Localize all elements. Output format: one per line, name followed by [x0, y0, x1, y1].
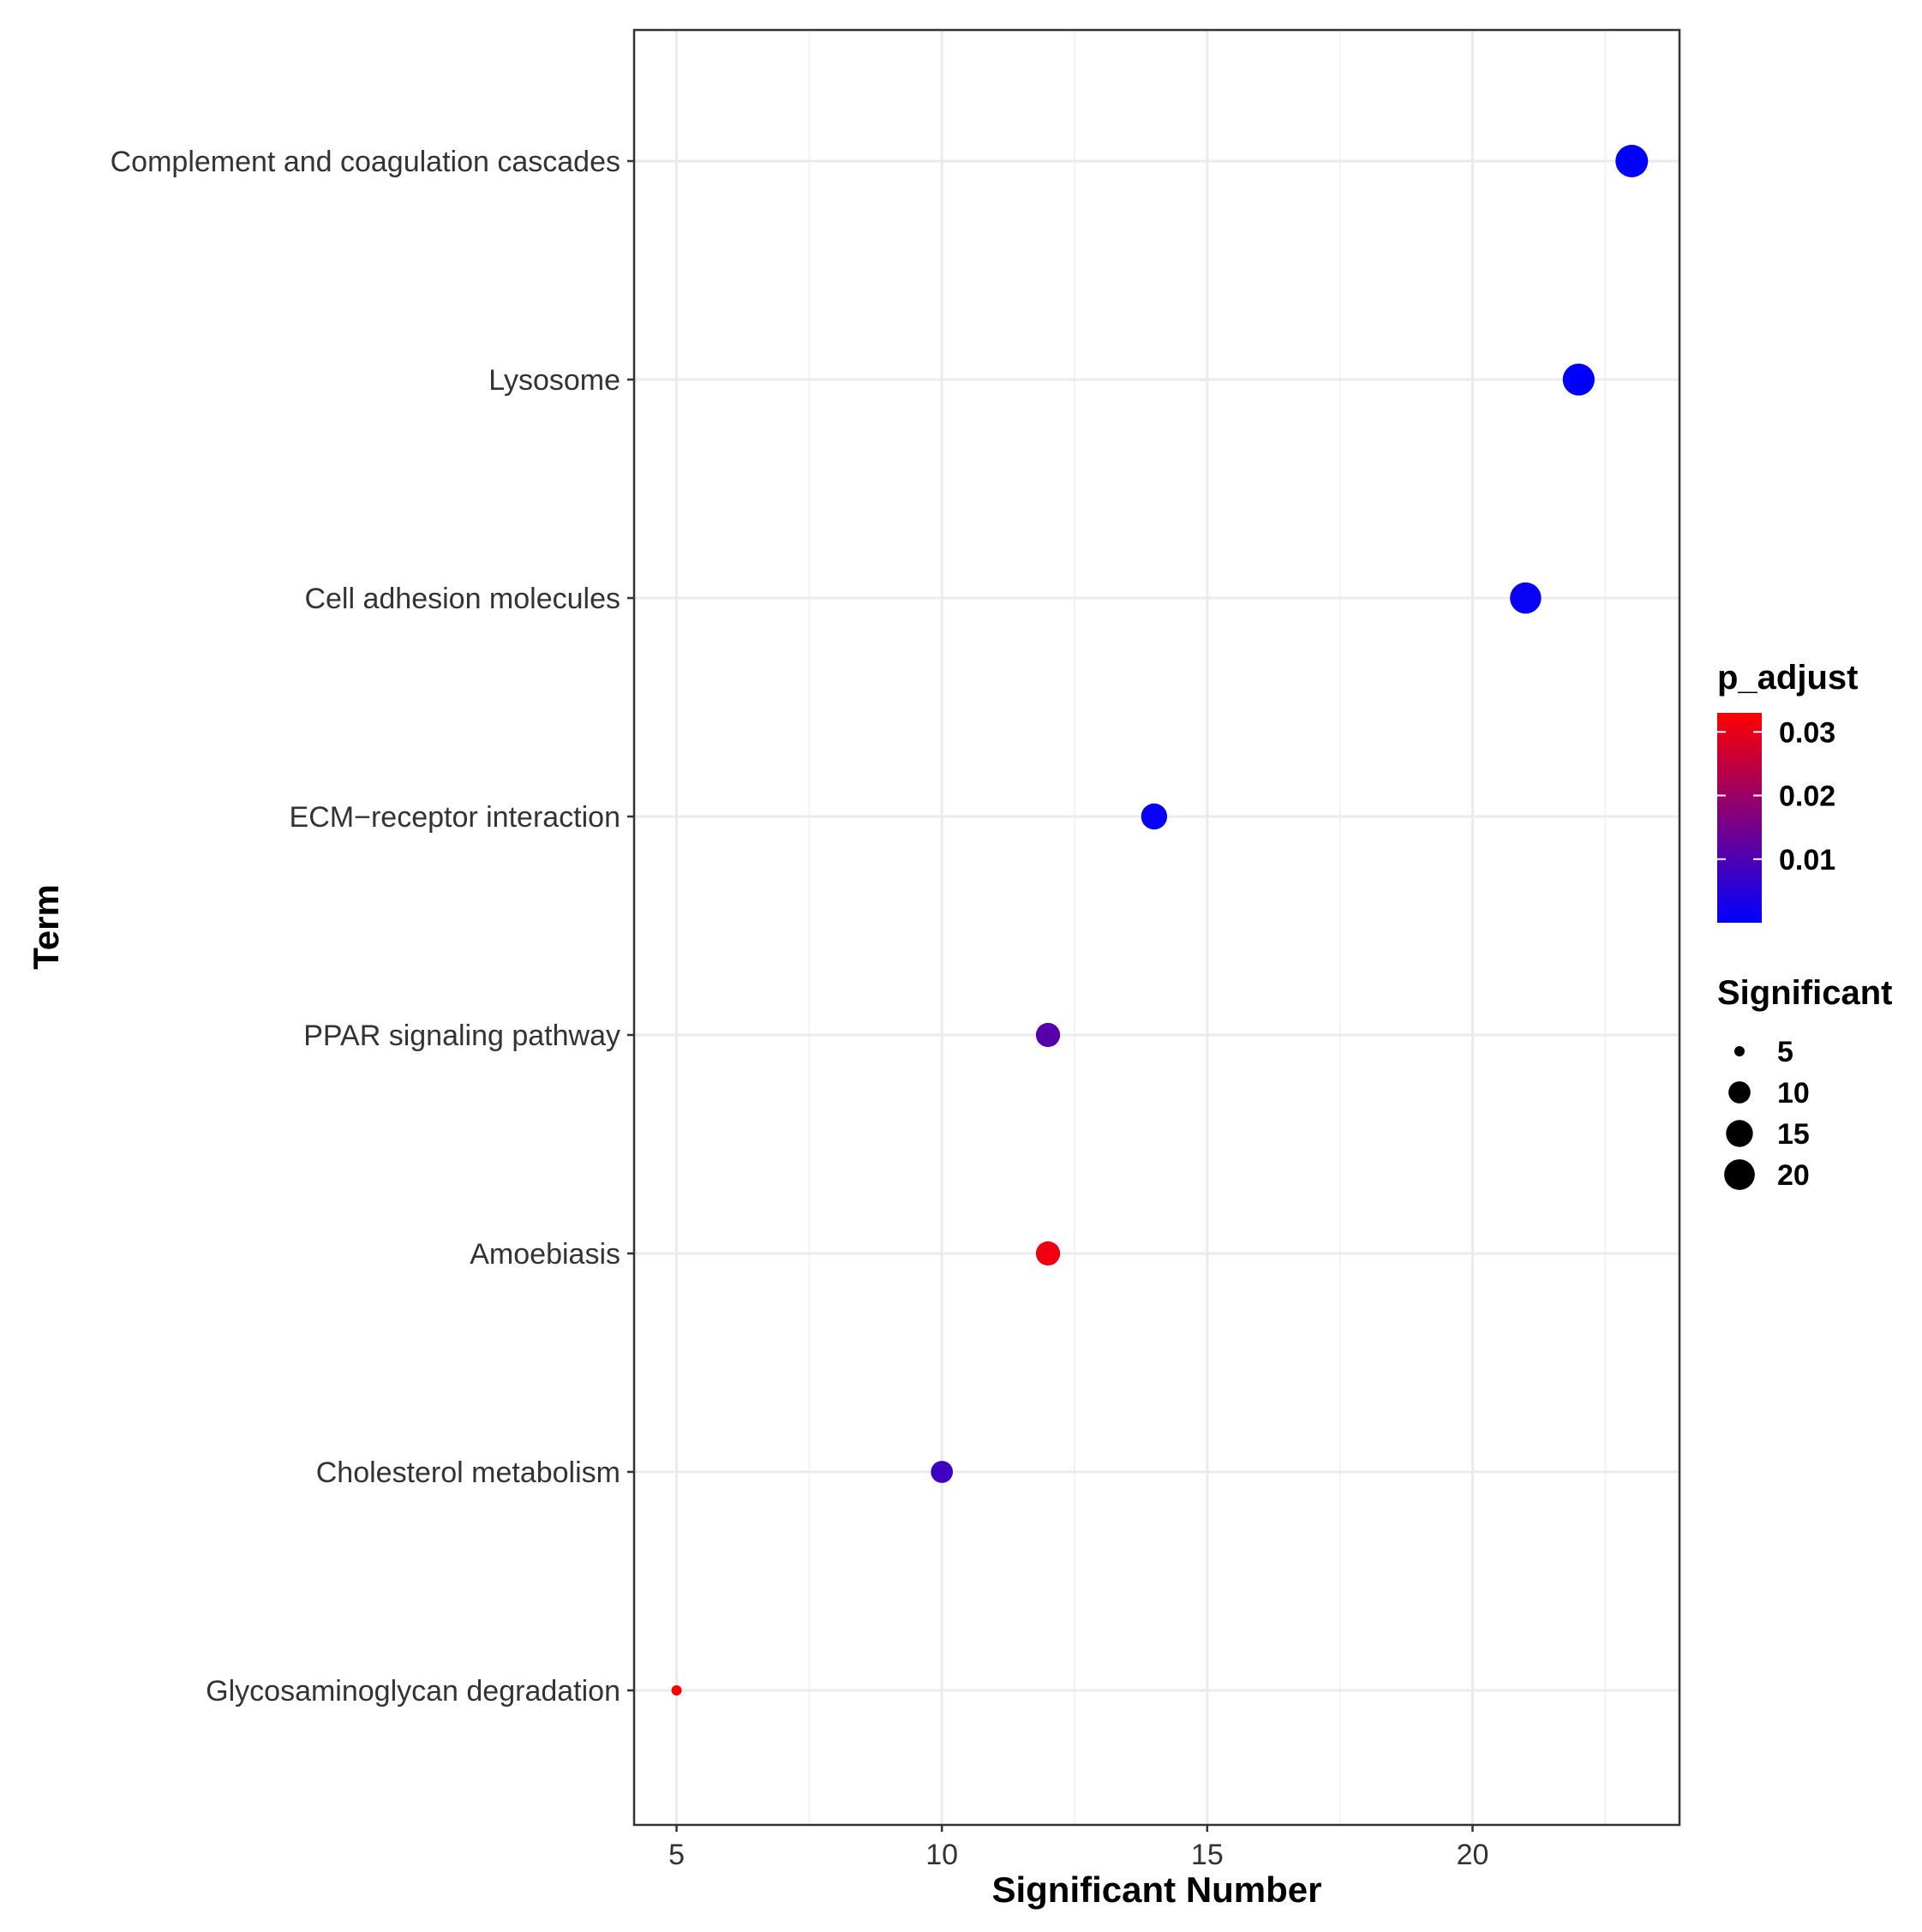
color-legend: p_adjust 0.03 0.02 0.01: [1717, 659, 1858, 923]
data-point: [671, 1685, 682, 1696]
x-tick-label: 10: [925, 1839, 958, 1871]
color-legend-bar: [1717, 713, 1762, 923]
data-point: [931, 1461, 954, 1483]
y-tick-label: Lysosome: [488, 364, 620, 397]
plot-panel-border: [632, 28, 1681, 1827]
y-axis-title: Term: [26, 884, 66, 970]
y-tick-label: Complement and coagulation cascades: [111, 146, 620, 178]
color-legend-label: 0.01: [1779, 844, 1835, 876]
size-legend-key: [1724, 1159, 1755, 1190]
size-legend-keys: 5 10 15 20: [1724, 1036, 1810, 1192]
data-point: [1035, 1022, 1061, 1048]
data-point: [1510, 582, 1542, 614]
y-tick-label: Glycosaminoglycan degradation: [206, 1675, 620, 1708]
data-point: [1141, 803, 1168, 830]
y-tick-label: Cell adhesion molecules: [304, 583, 620, 615]
size-legend-label: 5: [1777, 1036, 1793, 1068]
size-legend-key: [1734, 1046, 1745, 1056]
size-legend-label: 10: [1777, 1077, 1810, 1110]
data-point: [1562, 363, 1595, 396]
data-point: [1035, 1241, 1061, 1266]
grid-lines: [634, 30, 1680, 1825]
y-axis: Complement and coagulation cascades Lysos…: [111, 146, 634, 1708]
x-tick-label: 5: [668, 1839, 685, 1871]
size-legend-label: 15: [1777, 1118, 1810, 1151]
size-legend-key: [1728, 1081, 1751, 1104]
color-legend-label: 0.02: [1779, 781, 1835, 813]
x-tick-label: 15: [1191, 1839, 1224, 1871]
size-legend: Significant 5 10 15 20: [1717, 974, 1892, 1192]
y-tick-label: ECM−receptor interaction: [290, 801, 620, 834]
color-legend-breaks: 0.03 0.02 0.01: [1717, 716, 1835, 876]
x-axis: 5 10 15 20: [668, 1825, 1488, 1871]
y-tick-label: Amoebiasis: [470, 1238, 620, 1271]
plot-panel-background: [634, 30, 1680, 1825]
x-axis-title: Significant Number: [991, 1869, 1321, 1910]
color-legend-title: p_adjust: [1717, 659, 1858, 697]
x-tick-label: 20: [1457, 1839, 1489, 1871]
size-legend-key: [1726, 1120, 1753, 1147]
size-legend-label: 20: [1777, 1159, 1810, 1192]
data-point: [1615, 145, 1649, 177]
y-tick-label: PPAR signaling pathway: [303, 1020, 620, 1052]
color-legend-label: 0.03: [1779, 716, 1835, 749]
data-points: [671, 145, 1649, 1696]
y-tick-label: Cholesterol metabolism: [316, 1456, 620, 1489]
size-legend-title: Significant: [1717, 974, 1892, 1012]
